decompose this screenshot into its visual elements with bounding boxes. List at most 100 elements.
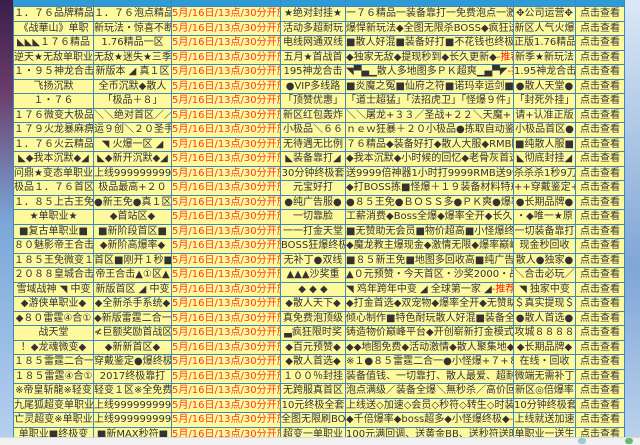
table-row: ◣◆我本沉默◆◢ ◣◆新开沉默◆◢ 5月/16日/13点/30分开放 ◣装备靠打◢ ◆我… <box>13 151 625 167</box>
server-name[interactable]: 问鼎★变态单职业 <box>13 165 94 181</box>
server-description: ◆新版雷霆二合一 <box>93 310 172 326</box>
view-button[interactable]: 点击查看 <box>575 93 625 109</box>
view-button[interactable]: 点击查看 <box>575 412 625 428</box>
view-button[interactable]: 点击查看 <box>575 325 625 341</box>
view-button[interactable]: 点击查看 <box>575 397 625 413</box>
server-name[interactable]: 逆天★无敌单职业 <box>13 49 94 65</box>
view-button[interactable]: 点击查看 <box>575 368 625 384</box>
server-slogan: ◥ 独家中变 <box>513 281 576 297</box>
table-row: １７６微变大极品 ＼＼绝对首区／／ 5月/16日/13点/30分开放 新区红包轰炸 ＼＼… <box>13 107 625 123</box>
view-button[interactable]: 点击查看 <box>575 354 625 370</box>
view-button[interactable]: 点击查看 <box>575 383 625 399</box>
server-description: 极品最高+２０ <box>93 180 172 196</box>
table-row: ２０８８皇城合击 帝王合击▲①区▲ 5月/16日/13点/30分开放 ▲▲▲沙奖重 ▲０… <box>13 267 625 283</box>
server-name[interactable]: 九尾狐超变单职业 <box>13 397 94 413</box>
server-name[interactable]: ８０魅影帝王合击 <box>13 238 94 254</box>
server-tag: ▃疯狂限时奖 <box>280 325 346 341</box>
server-name[interactable]: １・９５神龙合击 <box>13 64 94 80</box>
server-description: 上线9999999999级 <box>93 165 172 181</box>
server-features: 送9999倍神器1小时打9999RMB送9999时装-推荐 <box>345 165 514 181</box>
server-tag: ◆ ◆ ◆ <box>280 281 346 297</box>
server-name[interactable]: １．７６火云精品 <box>13 136 94 152</box>
server-description: 2017终极靠打 <box>93 368 172 384</box>
server-tag: ◆散人天下◆ <box>280 296 346 312</box>
view-button[interactable]: 点击查看 <box>575 296 625 312</box>
server-slogan: ◣彻底封挂◢ <box>513 151 576 167</box>
server-tag: 全图无限刷BO <box>280 412 346 428</box>
view-button[interactable]: 点击查看 <box>575 151 625 167</box>
view-button[interactable]: 点击查看 <box>575 78 625 94</box>
server-name[interactable]: １８５雷霆④合① <box>13 368 94 384</box>
features-text: ◆打金首选◆双宠物◆爆率全开◆无赞助 <box>346 298 514 310</box>
table-row: １・７６ 「极品＋８」 5月/16日/13点/30分开放 「顶赞优惠」 「道士超猛」「法… <box>13 93 625 109</box>
server-features: ｎｅｗ狂暴＋２０小极品●拣取自动鉴定-推荐 <box>345 122 514 138</box>
recommend-label: -推荐 <box>491 283 514 295</box>
view-button[interactable]: 点击查看 <box>575 194 625 210</box>
server-name[interactable]: 雪域战神 ◥ 中变 <box>13 281 94 297</box>
server-name[interactable]: １・７６ <box>13 93 94 109</box>
server-tag: ◣装备靠打◢ <box>280 151 346 167</box>
open-time: 5月/16日/13点/30分开放 <box>171 122 281 138</box>
server-features: ■炎魔之冤■仙府之符■诺玛幸运剑■-推荐 <box>345 78 514 94</box>
server-features: ■８５新王免■地图多回收高■纯广告散-推荐 <box>345 252 514 268</box>
view-button[interactable]: 点击查看 <box>575 20 625 36</box>
view-button[interactable]: 点击查看 <box>575 267 625 283</box>
server-name[interactable]: １８５王免微变１ <box>13 252 94 268</box>
view-button[interactable]: 点击查看 <box>575 209 625 225</box>
server-name[interactable]: ◆８０雷霆④合① <box>13 310 94 326</box>
server-tag: ◆百元预赞◆ <box>280 339 346 355</box>
features-text: 上线送◇加速◇会员◇秒符◇转生◇时装 <box>346 399 514 411</box>
server-features: 倾心制作■特色耐玩散人好混■装备全爆-推荐 <box>345 310 514 326</box>
view-button[interactable]: 点击查看 <box>575 281 625 297</box>
view-button[interactable]: 点击查看 <box>575 136 625 152</box>
view-button[interactable]: 点击查看 <box>575 64 625 80</box>
server-name[interactable]: １．７６品牌精品 <box>13 6 94 22</box>
server-name[interactable]: 《战華山》单职 <box>13 20 94 36</box>
server-name[interactable]: １８５雷霆二合一 <box>13 354 94 370</box>
features-text: ●８５王免●ＢＯＳＳ多●ＰＫ爽●爆率 <box>346 196 514 208</box>
view-button[interactable]: 点击查看 <box>575 6 625 22</box>
server-name[interactable]: ◆游侠单职业◆ <box>13 296 94 312</box>
server-features: ◥ 鸡年跨年中变 ◢ 全球第一家 ◢-推荐 <box>345 281 514 297</box>
server-name[interactable]: 亡灵超变※单职业 <box>13 412 94 428</box>
view-button[interactable]: 点击查看 <box>575 107 625 123</box>
table-row: １８５王免微变１ 首区■刚开１秒■ 5月/16日/13点/30分开放 无补丁●双线 ■８… <box>13 252 625 268</box>
server-name[interactable]: ※帝皇斩龍※轻变 <box>13 383 94 399</box>
table-row: ◣◣◣１７６精品 1.76精品一区 5月/16日/13点/30分开放 电线网通双线 ■散… <box>13 35 625 51</box>
view-button[interactable]: 点击查看 <box>575 223 625 239</box>
table-row: 问鼎★变态单职业上线9999999999级5月/16日/13点/30分开放30分… <box>13 165 625 181</box>
server-tag: 无补丁●双线 <box>280 252 346 268</box>
server-name[interactable]: ２０８８皇城合击 <box>13 267 94 283</box>
view-button[interactable]: 点击查看 <box>575 310 625 326</box>
server-name[interactable]: ★单职业★ <box>13 209 94 225</box>
view-button[interactable]: 点击查看 <box>575 49 625 65</box>
server-name[interactable]: １７９火龙暴麻痹 <box>13 122 94 138</box>
server-name[interactable]: 极品１．７６首区 <box>13 180 94 196</box>
features-text: ◆魔龙教主爆现金◆激情无限◆爆率巅峰 <box>346 240 514 252</box>
server-name[interactable]: ◣◆我本沉默◆◢ <box>13 151 94 167</box>
server-name[interactable]: 飞扬沉默 <box>13 78 94 94</box>
view-button[interactable]: 点击查看 <box>575 238 625 254</box>
features-text: ■无赞助无会员■物价超高■小怪爆终极 <box>346 225 514 237</box>
server-name[interactable]: １．８５上古王免 <box>13 194 94 210</box>
view-button[interactable]: 点击查看 <box>575 165 625 181</box>
features-text: ■炎魔之冤■仙府之符■诺玛幸运剑■ <box>346 80 514 92</box>
view-button[interactable]: 点击查看 <box>575 35 625 51</box>
open-time: 5月/16日/13点/30分开放 <box>171 296 281 312</box>
table-row: ！◆龙魂微变◆ ◆新新首区◆ 5月/16日/13点/30分开放 ◆百元预赞◆ ◆◆地图免… <box>13 339 625 355</box>
view-button[interactable]: 点击查看 <box>575 252 625 268</box>
server-name[interactable]: １７６微变大极品 <box>13 107 94 123</box>
table-row: 极品１．７６首区 极品最高+２０ 5月/16日/13点/30分开放 元宝好打 ◆打BOS… <box>13 180 625 196</box>
server-name[interactable]: ■复古单职业■ <box>13 223 94 239</box>
view-button[interactable]: 点击查看 <box>575 339 625 355</box>
server-features: ◥▀▄▁散人多地图多ＰＫ超爽▁▄▀◤-推荐 <box>345 64 514 80</box>
server-name[interactable]: 战天堂 <box>13 325 94 341</box>
server-name[interactable]: ！◆龙魂微变◆ <box>13 339 94 355</box>
features-text: 倾心制作■特色耐玩散人好混■装备全爆 <box>346 312 514 324</box>
table-row: １・９５神龙合击 新版本 ◢ 真１区 5月/16日/13点/30分开放 195神龙合击… <box>13 64 625 80</box>
server-name[interactable]: ◣◣◣１７６精品 <box>13 35 94 51</box>
server-tag: BOSS狂爆终极 <box>280 238 346 254</box>
server-description: ●新王免●真１区 <box>93 194 172 210</box>
view-button[interactable]: 点击查看 <box>575 180 625 196</box>
view-button[interactable]: 点击查看 <box>575 122 625 138</box>
